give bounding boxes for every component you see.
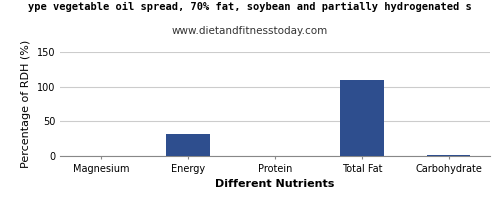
Text: ype vegetable oil spread, 70% fat, soybean and partially hydrogenated s: ype vegetable oil spread, 70% fat, soybe… bbox=[28, 2, 472, 12]
Bar bbox=[340, 80, 384, 156]
Y-axis label: Percentage of RDH (%): Percentage of RDH (%) bbox=[21, 40, 31, 168]
Text: www.dietandfitnesstoday.com: www.dietandfitnesstoday.com bbox=[172, 26, 328, 36]
X-axis label: Different Nutrients: Different Nutrients bbox=[216, 179, 334, 189]
Bar bbox=[166, 134, 210, 156]
Bar bbox=[427, 155, 470, 156]
